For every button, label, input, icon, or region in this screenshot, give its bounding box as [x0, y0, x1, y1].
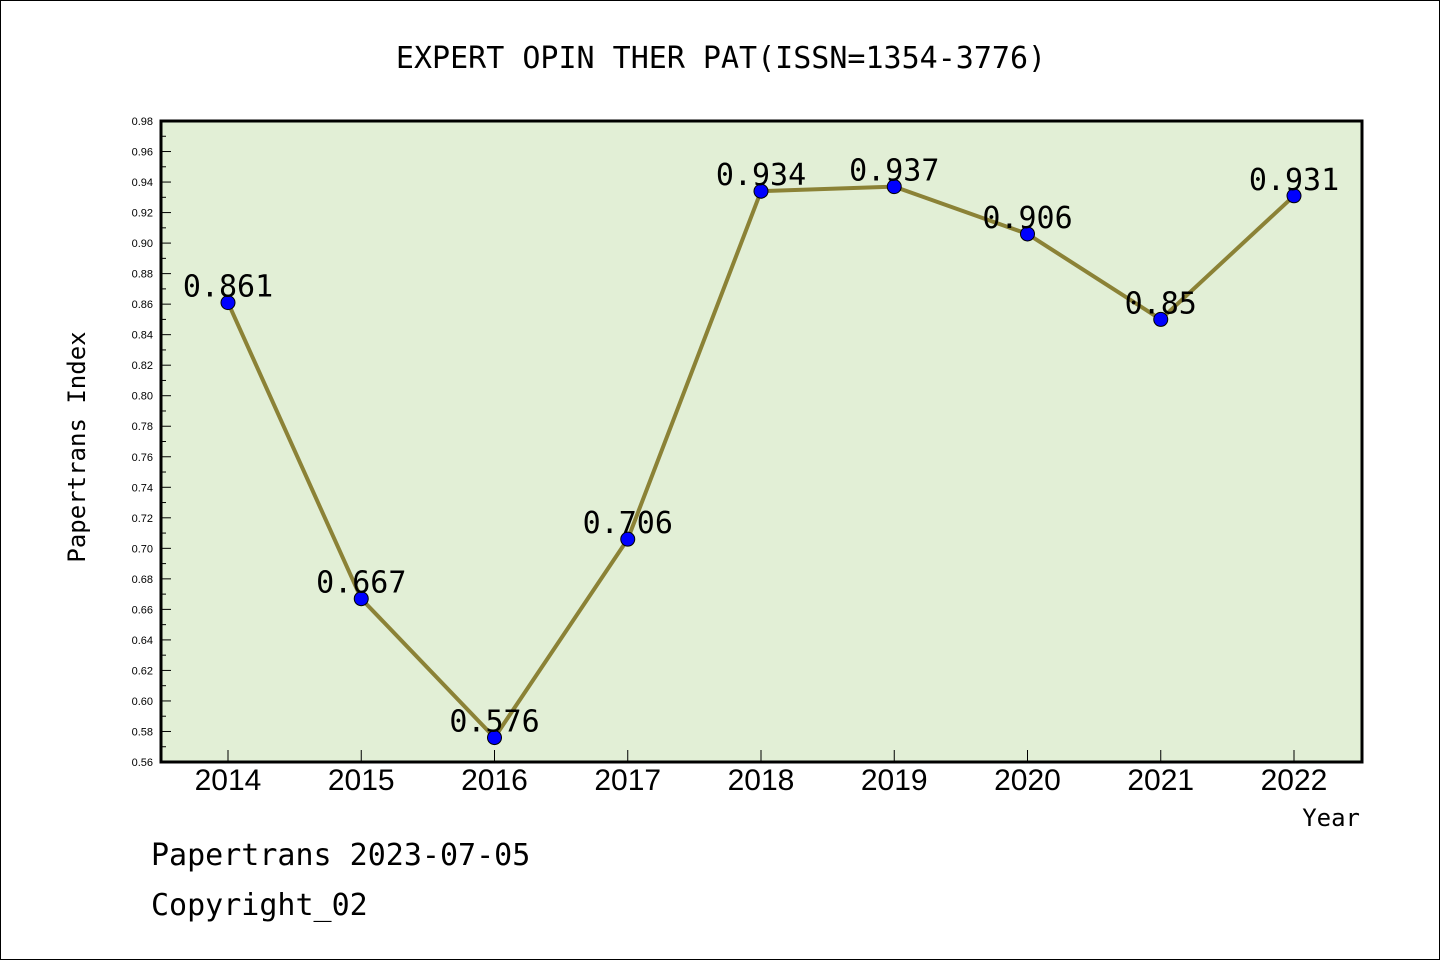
data-point: [1153, 311, 1169, 327]
y-tick-label: 0.80: [132, 391, 153, 403]
x-tick-label: 2021: [1127, 764, 1194, 797]
x-tick-label: 2019: [861, 764, 928, 797]
y-tick-label: 0.76: [132, 452, 153, 464]
y-tick-label: 0.56: [132, 757, 153, 769]
y-tick-label: 0.90: [132, 238, 153, 250]
y-tick-label: 0.84: [132, 330, 153, 342]
y-tick-label: 0.78: [132, 421, 153, 433]
data-point: [220, 295, 236, 311]
data-label: 0.576: [449, 705, 539, 740]
footer-copyright: Copyright_02: [151, 888, 368, 923]
y-tick-label: 0.96: [132, 147, 153, 159]
y-tick-label: 0.68: [132, 574, 153, 586]
data-label: 0.937: [849, 154, 939, 189]
y-tick-label: 0.98: [132, 116, 153, 128]
y-tick-label: 0.92: [132, 208, 153, 220]
data-point: [620, 531, 636, 547]
y-tick-label: 0.64: [132, 635, 153, 647]
x-tick-label: 2017: [594, 764, 661, 797]
y-tick-label: 0.66: [132, 604, 153, 616]
data-label: 0.706: [583, 506, 673, 541]
x-tick-label: 2016: [461, 764, 528, 797]
data-point: [487, 730, 502, 746]
y-tick-label: 0.60: [132, 696, 153, 708]
data-label: 0.861: [183, 270, 273, 305]
y-tick-label: 0.88: [132, 269, 153, 281]
data-label: 0.85: [1125, 286, 1197, 321]
y-tick-label: 0.62: [132, 665, 153, 677]
data-point: [353, 591, 369, 607]
data-label: 0.667: [316, 566, 406, 601]
x-tick-label: 2015: [328, 764, 395, 797]
x-axis-label: Year: [1302, 804, 1360, 832]
data-labels: 0.861 0.667 0.576 0.706 0.934 0.937 0.906 0.85 0…: [183, 154, 1339, 740]
y-tick-label: 0.58: [132, 726, 153, 738]
y-tick-label: 0.72: [132, 513, 153, 525]
y-tick-label: 0.74: [132, 482, 153, 494]
y-axis: 0.56 0.58 0.60 0.62 0.64 0.66 0.68 0.70 0.72 0.74…: [132, 116, 171, 769]
data-label: 0.931: [1249, 163, 1339, 198]
plot-area: [159, 119, 1364, 764]
data-label: 0.906: [982, 201, 1072, 236]
footer-date: Papertrans 2023-07-05: [151, 838, 530, 873]
data-point: [1286, 188, 1302, 204]
y-tick-label: 0.86: [132, 299, 153, 311]
data-point: [1020, 226, 1035, 242]
x-tick-label: 2014: [195, 764, 262, 797]
x-tick-label: 2022: [1261, 764, 1328, 797]
y-tick-label: 0.94: [132, 177, 153, 189]
y-tick-label: 0.70: [132, 543, 153, 555]
data-point: [886, 179, 902, 195]
data-point: [753, 183, 769, 199]
y-axis-label: Papertrans Index: [63, 331, 91, 562]
x-tick-label: 2018: [728, 764, 795, 797]
data-label: 0.934: [716, 158, 806, 193]
series: [220, 179, 1302, 746]
y-tick-label: 0.82: [132, 360, 153, 372]
chart-title: EXPERT OPIN THER PAT(ISSN=1354-3776): [396, 41, 1046, 76]
x-axis: 2014 2015 2016 2017 2018 2019 2020 2021 2022: [195, 750, 1328, 797]
x-tick-label: 2020: [994, 764, 1061, 797]
